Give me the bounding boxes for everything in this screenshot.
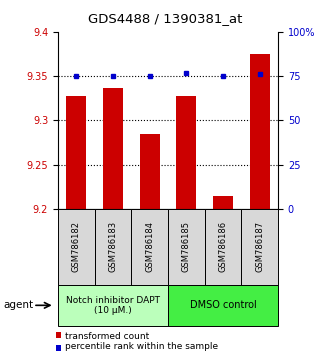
Bar	[58, 209, 95, 285]
Bar	[56, 332, 61, 338]
Bar	[241, 209, 278, 285]
Bar	[250, 54, 270, 209]
Bar	[168, 209, 205, 285]
Bar	[176, 96, 196, 209]
Text: GSM786183: GSM786183	[109, 221, 118, 273]
Bar	[205, 209, 241, 285]
Text: agent: agent	[3, 300, 33, 310]
Text: transformed count: transformed count	[65, 332, 149, 341]
Bar	[56, 345, 61, 351]
Bar	[140, 133, 160, 209]
Text: GSM786184: GSM786184	[145, 221, 154, 273]
Bar	[58, 285, 168, 326]
Text: DMSO control: DMSO control	[190, 300, 257, 310]
Bar	[66, 96, 86, 209]
Text: percentile rank within the sample: percentile rank within the sample	[65, 342, 218, 352]
Text: GSM786186: GSM786186	[218, 221, 227, 273]
Bar	[95, 209, 131, 285]
Bar	[103, 87, 123, 209]
Bar	[131, 209, 168, 285]
Text: GSM786182: GSM786182	[72, 221, 81, 273]
Text: GSM786187: GSM786187	[255, 221, 264, 273]
Bar	[168, 285, 278, 326]
Text: GDS4488 / 1390381_at: GDS4488 / 1390381_at	[88, 12, 243, 25]
Text: GSM786185: GSM786185	[182, 221, 191, 273]
Bar	[213, 195, 233, 209]
Text: Notch inhibitor DAPT
(10 μM.): Notch inhibitor DAPT (10 μM.)	[66, 296, 160, 315]
